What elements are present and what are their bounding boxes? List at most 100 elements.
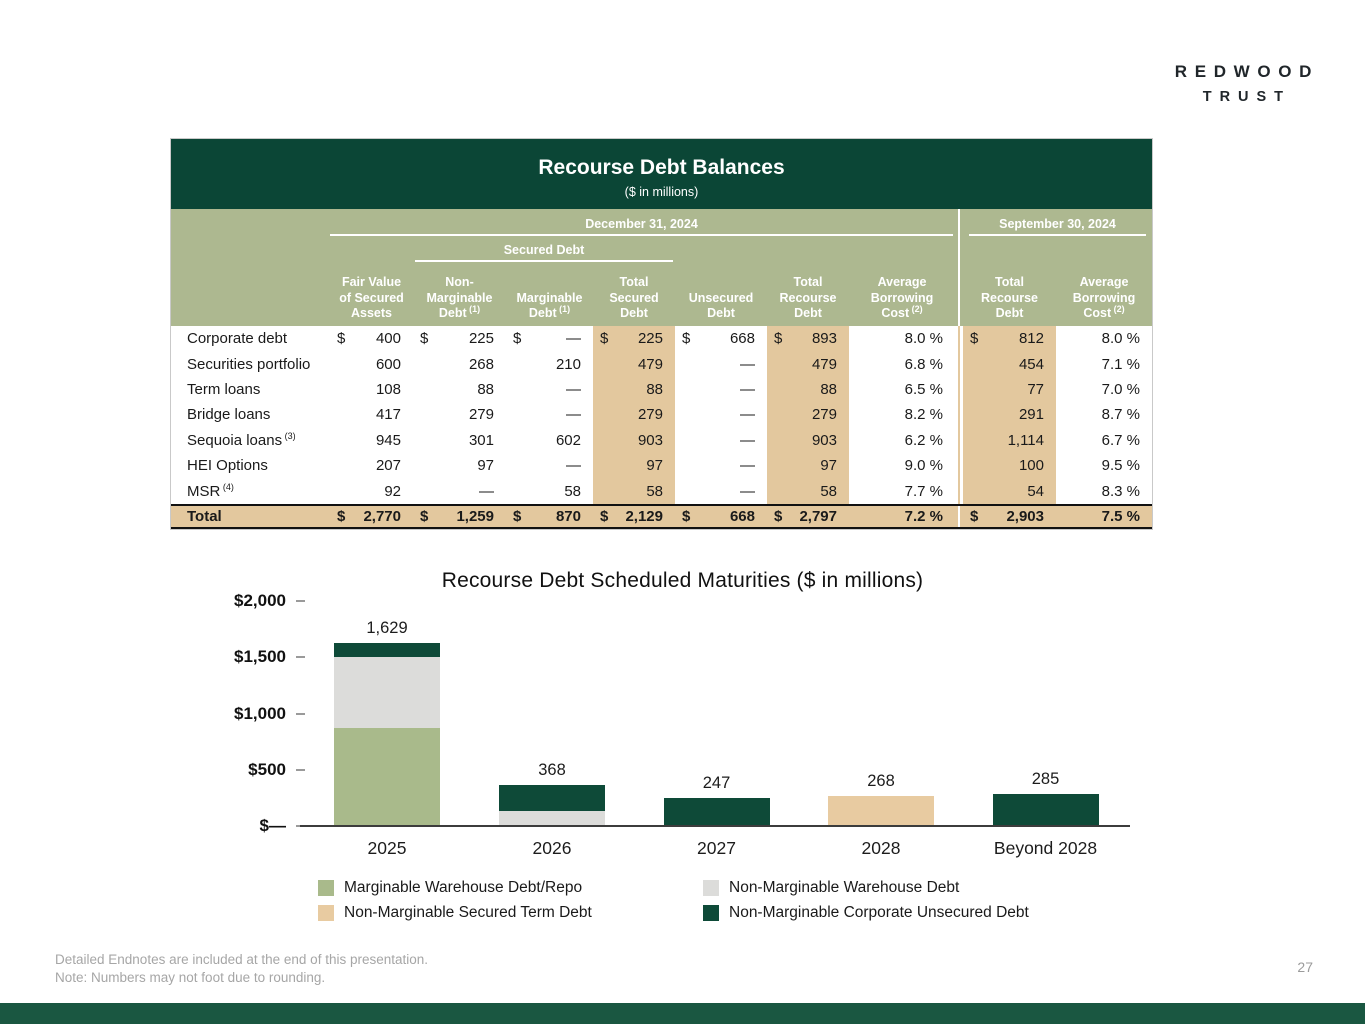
section-divider — [955, 427, 963, 453]
table-cell: 9.5 % — [1101, 457, 1140, 475]
legend-item: Non-Marginable Secured Term Debt — [318, 904, 592, 921]
row-label: Total — [187, 507, 222, 525]
table-cell: $668 — [682, 330, 755, 348]
table-cell: 88 — [767, 376, 849, 403]
table-cell: 1,114 — [963, 427, 1056, 453]
section-divider — [955, 326, 963, 352]
row-label-header — [171, 262, 330, 326]
table-cell: $2,797 — [774, 507, 837, 525]
table-cell: — — [740, 380, 755, 398]
table-cell: 6.8 % — [904, 355, 943, 373]
table-cell: 291 — [963, 402, 1056, 428]
y-axis-tick-label: $— — [259, 816, 286, 835]
table-row: HEI Options 207 97 — 97 — 97 9.0 % 100 9.5 % — [171, 452, 1152, 479]
chart-title: Recourse Debt Scheduled Maturities ($ in… — [441, 569, 924, 592]
bar-value-label: 285 — [1031, 769, 1060, 788]
bar-segment — [334, 657, 440, 729]
legend-label: Marginable Warehouse Debt/Repo — [344, 878, 583, 896]
table-cell: 7.5 % — [1101, 507, 1140, 525]
bar-segment — [663, 798, 770, 826]
row-label: HEI Options — [187, 457, 268, 475]
bottom-bar — [0, 1003, 1365, 1024]
table-cell: $668 — [682, 507, 755, 525]
table-row: MSR (4) 92 — 58 58 — 58 7.7 % 54 8.3 % — [171, 478, 1152, 504]
table-cell: $1,259 — [420, 507, 494, 525]
table-title: Recourse Debt Balances — [538, 156, 785, 179]
x-axis-line — [300, 825, 1130, 827]
table-cell: $870 — [513, 507, 581, 525]
y-axis-tick-label: $1,000 — [234, 703, 286, 723]
company-logo: REDWOOD TRUST — [1175, 62, 1319, 105]
table-subtitle: ($ in millions) — [624, 185, 699, 199]
legend-swatch — [703, 879, 719, 896]
table-total-row: Total $2,770 $1,259 $870 $2,129 $668 $2,797 7.2… — [171, 503, 1152, 529]
legend-item: Non-Marginable Corporate Unsecured Debt — [703, 904, 1029, 921]
table-cell: 7.1 % — [1101, 355, 1140, 373]
bar-value-label: 368 — [538, 760, 566, 779]
table-cell: 77 — [963, 376, 1056, 403]
y-axis-tick-mark — [296, 712, 305, 715]
y-axis-tick-mark — [296, 768, 305, 771]
table-cell: 97 — [477, 457, 494, 475]
section-divider — [955, 209, 963, 326]
table-cell: 58 — [593, 478, 675, 504]
column-header: Average Borrowing Cost (2) — [870, 275, 934, 320]
column-header: Marginable Debt (1) — [516, 290, 583, 320]
logo-line-trust: TRUST — [1202, 89, 1291, 105]
table-cell: 8.0 % — [1101, 330, 1140, 348]
table-cell: 7.0 % — [1101, 380, 1140, 398]
table-cell: — — [566, 406, 581, 424]
table-cell: 600 — [375, 355, 401, 373]
table-title-band: Recourse Debt Balances ($ in millions) — [171, 139, 1152, 209]
section-divider — [955, 452, 963, 479]
column-group-sep-30-2024: September 30, 2024 — [969, 217, 1146, 236]
x-axis-category-label: Beyond 2028 — [993, 838, 1098, 858]
table-cell: 9.0 % — [904, 457, 943, 475]
table-cell: 108 — [375, 380, 401, 398]
table-cell: 8.0 % — [904, 330, 943, 348]
table-cell: 58 — [564, 482, 581, 500]
bar-value-label: 1,629 — [366, 618, 408, 637]
y-axis-tick-label: $500 — [248, 759, 286, 779]
page-number: 27 — [1297, 959, 1313, 975]
row-label: Corporate debt — [187, 330, 288, 348]
table-cell: $893 — [767, 326, 849, 352]
table-cell: 100 — [963, 452, 1056, 479]
table-cell: 6.7 % — [1101, 431, 1140, 449]
section-divider — [955, 478, 963, 504]
table-cell: 479 — [767, 351, 849, 377]
table-cell: 454 — [963, 351, 1056, 377]
table-cell: $ — — [513, 330, 581, 348]
table-header: December 31, 2024 September 30, 2024 Secur… — [171, 209, 1152, 326]
y-axis-tick-mark — [296, 656, 305, 659]
table-cell: $2,903 — [970, 507, 1044, 525]
bar-value-label: 268 — [867, 771, 895, 790]
x-axis-category-label: 2027 — [697, 838, 736, 858]
legend-label: Non-Marginable Secured Term Debt — [344, 903, 592, 921]
table-cell: — — [740, 406, 755, 424]
bar-segment — [992, 793, 1099, 826]
table-cell: — — [479, 482, 494, 500]
bar-segment — [334, 728, 440, 826]
legend-label: Non-Marginable Warehouse Debt — [729, 878, 960, 896]
column-header: Total Recourse Debt — [981, 275, 1038, 320]
y-axis-tick-label: $2,000 — [234, 591, 286, 610]
table-cell: 7.7 % — [904, 482, 943, 500]
table-cell: $225 — [420, 330, 494, 348]
table-cell: 8.2 % — [904, 406, 943, 424]
row-label: Securities portfolio — [187, 355, 311, 373]
table-row: Securities portfolio 600 268 210 479 — 479 6.8 … — [171, 351, 1152, 377]
table-cell: $2,129 — [600, 507, 663, 525]
x-axis-category-label: 2028 — [861, 838, 901, 858]
table-cell: 301 — [468, 431, 494, 449]
column-header: Total Secured Debt — [609, 275, 659, 320]
legend-item: Marginable Warehouse Debt/Repo — [318, 879, 582, 896]
table-cell: 479 — [593, 351, 675, 377]
table-cell: 279 — [767, 402, 849, 428]
table-cell: — — [740, 431, 755, 449]
logo-line-redwood: REDWOOD — [1174, 62, 1319, 81]
footer-notes: Detailed Endnotes are included at the en… — [55, 951, 428, 987]
table-cell: — — [566, 457, 581, 475]
column-header: Total Recourse Debt — [779, 275, 837, 320]
